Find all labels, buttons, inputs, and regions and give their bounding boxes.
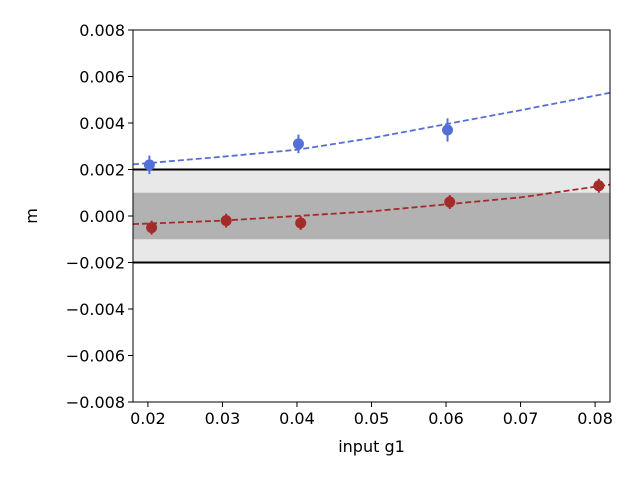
y-tick-label: 0.000 — [79, 207, 125, 226]
data-point-0-2 — [442, 124, 454, 136]
y-tick-label: 0.002 — [79, 161, 125, 180]
x-tick-label: 0.06 — [428, 409, 464, 428]
x-axis-ticks: 0.02 0.03 0.04 0.05 0.06 0.07 0.08 — [130, 402, 613, 428]
data-point-0-1 — [292, 138, 304, 150]
x-tick-label: 0.02 — [130, 409, 166, 428]
x-tick-label: 0.03 — [205, 409, 241, 428]
x-tick-label: 0.04 — [279, 409, 315, 428]
data-point-1-2 — [295, 217, 307, 229]
x-tick-label: 0.08 — [577, 409, 613, 428]
threshold-lines — [133, 168, 610, 264]
y-tick-label: −0.002 — [66, 254, 125, 273]
y-axis-ticks: −0.008 −0.006 −0.004 −0.002 0.000 0.002 0.004 0… — [66, 21, 133, 412]
x-tick-label: 0.07 — [503, 409, 539, 428]
data-point-1-3 — [444, 196, 456, 208]
y-axis-label: m — [22, 208, 41, 224]
x-axis-label: input g1 — [338, 437, 405, 456]
y-tick-label: −0.008 — [66, 393, 125, 412]
y-tick-label: −0.004 — [66, 300, 125, 319]
shaded-bands — [133, 169, 610, 263]
y-tick-label: 0.008 — [79, 21, 125, 40]
fit-curve-1 — [132, 183, 611, 226]
fit-curves — [132, 91, 611, 226]
x-tick-label: 0.05 — [354, 409, 390, 428]
data-point-0-0 — [143, 159, 155, 171]
y-tick-label: 0.004 — [79, 114, 125, 133]
band-1 — [133, 192, 610, 240]
data-point-1-1 — [220, 215, 232, 227]
y-tick-label: 0.006 — [79, 68, 125, 87]
y-tick-label: −0.006 — [66, 347, 125, 366]
data-points — [143, 118, 605, 235]
data-point-1-4 — [593, 180, 605, 192]
fit-curve-0 — [132, 91, 611, 166]
data-point-1-0 — [146, 222, 158, 234]
